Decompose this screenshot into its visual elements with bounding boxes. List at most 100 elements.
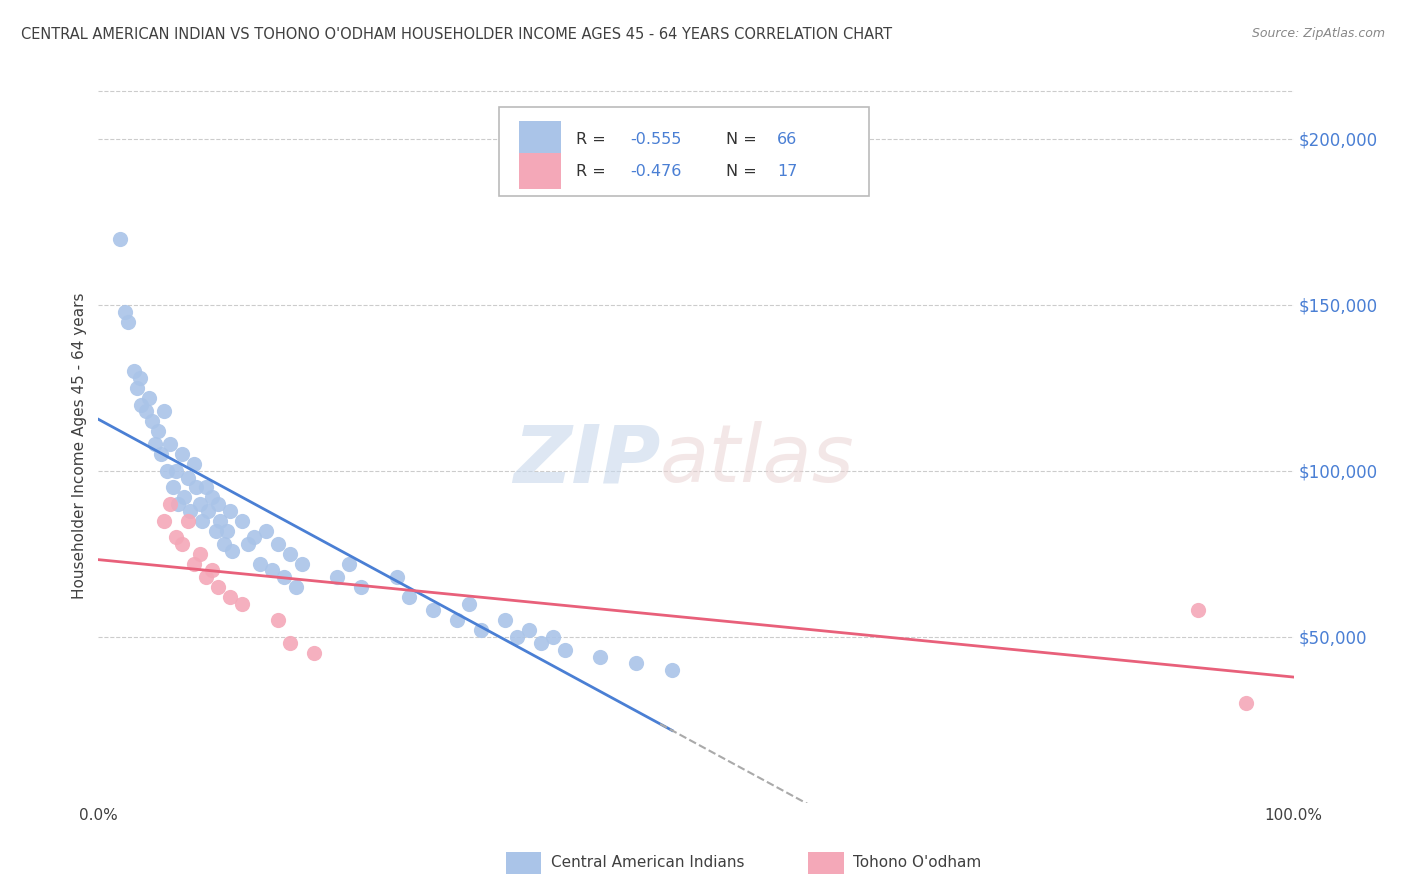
Point (188, 497, 211, 511)
Point (267, 537, 290, 551)
Point (162, 481, 184, 495)
Point (278, 636, 301, 650)
Point (125, 381, 148, 395)
Point (278, 547, 301, 561)
Point (179, 504, 201, 518)
Point (541, 630, 564, 644)
Text: R =: R = (576, 132, 612, 146)
Point (186, 481, 208, 495)
Point (661, 663, 683, 677)
Point (177, 470, 200, 484)
Point (149, 447, 172, 461)
Text: N =: N = (725, 164, 762, 178)
Point (254, 524, 277, 538)
Point (129, 371, 152, 385)
Point (135, 404, 157, 418)
Text: Tohono O'odham: Tohono O'odham (853, 855, 981, 870)
Text: 66: 66 (778, 132, 797, 146)
Point (231, 597, 253, 611)
Text: atlas: atlas (661, 421, 855, 500)
Y-axis label: Householder Income Ages 45 - 64 years: Householder Income Ages 45 - 64 years (72, 293, 87, 599)
Point (554, 643, 576, 657)
Point (1187, 603, 1209, 617)
Point (209, 514, 232, 528)
Point (231, 514, 253, 528)
Point (221, 543, 243, 558)
Point (273, 570, 295, 584)
Point (350, 580, 373, 594)
Point (204, 524, 226, 538)
Point (148, 424, 170, 438)
Point (165, 464, 187, 478)
Point (219, 504, 242, 518)
Point (159, 497, 181, 511)
Text: Central American Indians: Central American Indians (551, 855, 745, 870)
Point (506, 630, 529, 644)
Text: N =: N = (725, 132, 762, 146)
Point (177, 514, 200, 528)
Point (624, 657, 647, 671)
Point (194, 570, 217, 584)
Point (165, 530, 187, 544)
Point (197, 504, 219, 518)
Point (337, 557, 360, 571)
Point (194, 481, 217, 495)
Point (207, 497, 229, 511)
Point (249, 557, 271, 571)
Point (108, 231, 131, 245)
Point (114, 304, 136, 318)
Text: CENTRAL AMERICAN INDIAN VS TOHONO O'ODHAM HOUSEHOLDER INCOME AGES 45 - 64 YEARS : CENTRAL AMERICAN INDIAN VS TOHONO O'ODHA… (21, 27, 893, 42)
Point (172, 537, 194, 551)
Point (159, 437, 181, 451)
Point (219, 590, 242, 604)
Point (153, 404, 176, 418)
FancyBboxPatch shape (499, 107, 869, 196)
Bar (519, 153, 561, 189)
Point (212, 537, 235, 551)
Point (422, 603, 444, 617)
Point (207, 580, 229, 594)
Point (290, 557, 312, 571)
Point (326, 570, 349, 584)
Point (153, 514, 176, 528)
Point (138, 391, 160, 405)
Point (494, 613, 516, 627)
Point (191, 514, 214, 528)
Point (302, 647, 325, 661)
Point (117, 314, 139, 328)
Text: Source: ZipAtlas.com: Source: ZipAtlas.com (1251, 27, 1385, 40)
Point (173, 491, 195, 505)
Point (517, 624, 540, 638)
Point (260, 564, 283, 578)
Point (172, 447, 194, 461)
Point (183, 457, 205, 471)
Text: 17: 17 (778, 164, 797, 178)
Text: -0.476: -0.476 (630, 164, 682, 178)
Point (458, 597, 481, 611)
Point (155, 464, 177, 478)
Point (1234, 696, 1257, 710)
Point (131, 397, 153, 411)
Point (284, 580, 307, 594)
Point (124, 364, 146, 378)
Point (589, 649, 612, 664)
Point (201, 491, 224, 505)
Point (188, 547, 211, 561)
Point (143, 437, 166, 451)
Point (267, 613, 290, 627)
Text: R =: R = (576, 164, 612, 178)
Point (236, 537, 259, 551)
Point (529, 636, 551, 650)
Point (201, 564, 224, 578)
Point (217, 524, 239, 538)
Point (470, 624, 492, 638)
Bar (519, 121, 561, 157)
Text: -0.555: -0.555 (630, 132, 682, 146)
Point (446, 613, 468, 627)
Point (398, 590, 420, 604)
Text: ZIP: ZIP (513, 421, 661, 500)
Point (167, 497, 190, 511)
Point (385, 570, 409, 584)
Point (183, 557, 205, 571)
Point (141, 414, 163, 428)
